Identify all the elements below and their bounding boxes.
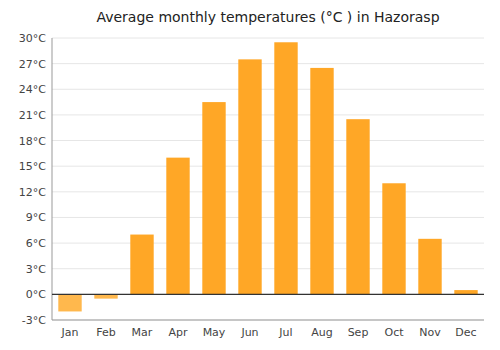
y-tick-label: 6°C (26, 237, 46, 250)
y-tick-label: 30°C (19, 32, 46, 45)
y-tick-label: 21°C (19, 109, 46, 122)
grid-line (52, 294, 484, 295)
grid-line (52, 63, 484, 64)
chart-container: Average monthly temperatures (°C ) in Ha… (0, 0, 500, 350)
y-tick-label: 15°C (19, 160, 46, 173)
y-tick-label: 9°C (26, 211, 46, 224)
bar (94, 294, 117, 298)
x-tick-label: Jul (278, 326, 292, 339)
x-tick-label: Oct (384, 326, 404, 339)
x-tick-label: Feb (96, 326, 115, 339)
x-tick-label: Aug (311, 326, 332, 339)
x-tick-label: May (203, 326, 226, 339)
y-axis: -3°C 0°C 3°C 6°C 9°C 12°C 15°C 18°C 21°C 24°C 27°C… (19, 32, 52, 327)
y-tick-label: 12°C (19, 186, 46, 199)
y-tick-label: 18°C (19, 135, 46, 148)
grid-line (52, 320, 484, 321)
bar (238, 59, 261, 294)
grid-line (52, 166, 484, 167)
x-axis: Jan Feb Mar Apr May Jun Jul Aug Sep Oct Nov Dec (52, 320, 484, 339)
chart: Average monthly temperatures (°C ) in Ha… (0, 0, 500, 350)
bar (346, 119, 369, 294)
y-tick-label: 27°C (19, 58, 46, 71)
bar (382, 183, 405, 294)
x-tick-label: Apr (168, 326, 188, 339)
y-tick-label: 0°C (26, 288, 46, 301)
grid-line (52, 89, 484, 90)
grid (52, 38, 484, 320)
x-tick-label: Dec (455, 326, 476, 339)
y-tick-label: -3°C (22, 314, 46, 327)
grid-line (52, 114, 484, 115)
baseline (52, 294, 484, 295)
bar (274, 42, 297, 294)
x-axis-line (52, 320, 484, 321)
y-tick-label: 24°C (19, 83, 46, 96)
x-tick-label: Jun (240, 326, 258, 339)
x-tick-label: Sep (348, 326, 369, 339)
bar (418, 239, 441, 295)
bar (454, 290, 477, 294)
bar (202, 102, 225, 294)
x-tick-label: Nov (419, 326, 441, 339)
grid-line (52, 38, 484, 39)
bar (58, 294, 81, 311)
bars (58, 42, 477, 311)
x-tick-label: Mar (132, 326, 153, 339)
y-tick-label: 3°C (26, 263, 46, 276)
bar (130, 235, 153, 295)
bar (310, 68, 333, 294)
bar (166, 158, 189, 295)
grid-line (52, 191, 484, 192)
x-tick-label: Jan (61, 326, 79, 339)
title: Average monthly temperatures (°C ) in Ha… (96, 9, 439, 25)
grid-line (52, 217, 484, 218)
y-axis-line (52, 38, 53, 320)
grid-line (52, 140, 484, 141)
